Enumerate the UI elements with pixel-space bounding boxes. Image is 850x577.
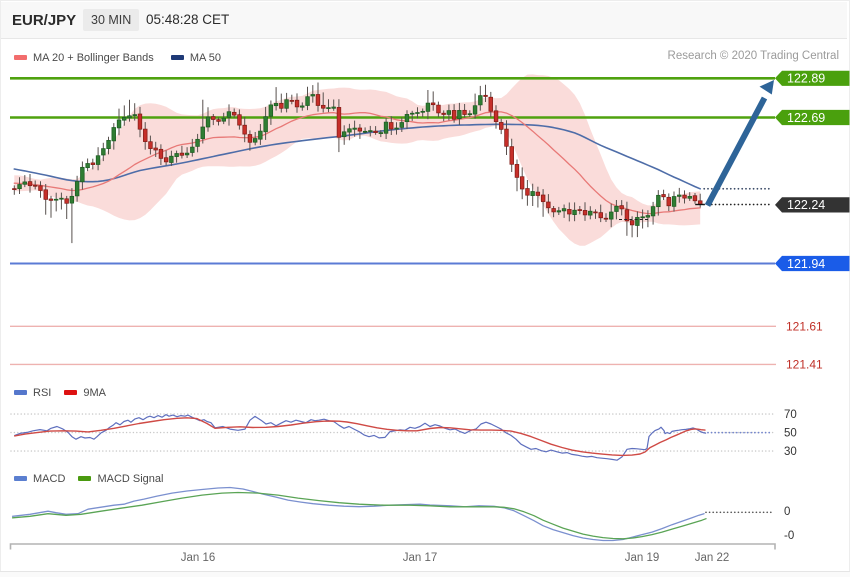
svg-text:Jan 22: Jan 22 <box>695 552 730 564</box>
svg-text:Jan 19: Jan 19 <box>625 552 660 564</box>
svg-text:Jan 16: Jan 16 <box>181 552 216 564</box>
svg-text:-0: -0 <box>784 530 794 542</box>
svg-text:122.24: 122.24 <box>787 198 825 212</box>
svg-text:122.89: 122.89 <box>787 72 825 86</box>
svg-text:121.41: 121.41 <box>786 358 823 372</box>
svg-text:121.61: 121.61 <box>786 320 823 334</box>
svg-text:70: 70 <box>784 409 797 421</box>
svg-text:121.94: 121.94 <box>787 257 825 271</box>
svg-text:Jan 17: Jan 17 <box>403 552 438 564</box>
svg-text:122.69: 122.69 <box>787 111 825 125</box>
svg-text:50: 50 <box>784 428 797 440</box>
svg-text:30: 30 <box>784 446 797 458</box>
svg-text:0: 0 <box>784 506 790 518</box>
